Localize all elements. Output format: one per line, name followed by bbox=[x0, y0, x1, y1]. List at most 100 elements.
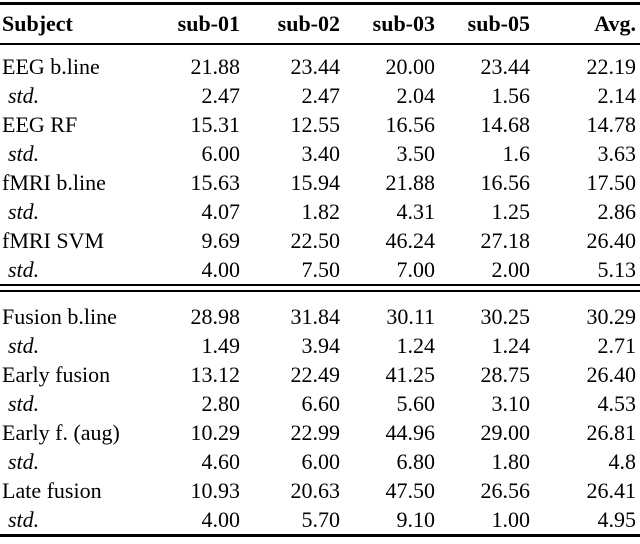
value-cell: 16.56 bbox=[385, 111, 436, 137]
value-cell: 2.00 bbox=[491, 256, 531, 282]
row-label: std. bbox=[8, 506, 40, 532]
value-cell: 29.00 bbox=[480, 419, 531, 445]
table-header: Subject sub-01 sub-02 sub-03 sub-05 Avg. bbox=[0, 3, 640, 45]
value-cell: 26.40 bbox=[586, 227, 637, 253]
row-label: Fusion b.line bbox=[2, 303, 117, 329]
value-cell: 2.47 bbox=[201, 82, 241, 108]
method-row: EEG b.line 21.88 23.44 20.00 23.44 22.19 bbox=[0, 44, 640, 81]
value-cell: 6.00 bbox=[301, 448, 341, 474]
value-cell: 28.75 bbox=[480, 361, 531, 387]
value-cell: 1.82 bbox=[301, 198, 341, 224]
value-cell: 1.6 bbox=[502, 140, 531, 166]
value-cell: 4.31 bbox=[396, 198, 436, 224]
value-cell: 3.50 bbox=[396, 140, 436, 166]
value-cell: 44.96 bbox=[385, 419, 436, 445]
std-row: std. 1.49 3.94 1.24 1.24 2.71 bbox=[0, 331, 640, 360]
row-label: fMRI b.line bbox=[2, 169, 106, 195]
value-cell: 27.18 bbox=[480, 227, 531, 253]
value-cell: 1.80 bbox=[491, 448, 531, 474]
value-cell: 4.00 bbox=[201, 506, 241, 532]
divider-row bbox=[0, 284, 640, 292]
value-cell: 2.80 bbox=[201, 390, 241, 416]
value-cell: 2.71 bbox=[597, 332, 637, 358]
value-cell: 9.69 bbox=[201, 227, 241, 253]
row-label: std. bbox=[8, 82, 40, 108]
column-header-sub-01: sub-01 bbox=[142, 3, 240, 45]
value-cell: 4.00 bbox=[201, 256, 241, 282]
value-cell: 6.80 bbox=[396, 448, 436, 474]
value-cell: 30.25 bbox=[480, 303, 531, 329]
value-cell: 22.99 bbox=[290, 419, 341, 445]
value-cell: 16.56 bbox=[480, 169, 531, 195]
value-cell: 1.25 bbox=[491, 198, 531, 224]
method-row: Early fusion 13.12 22.49 41.25 28.75 26.40 bbox=[0, 360, 640, 389]
value-cell: 26.81 bbox=[586, 419, 637, 445]
method-row: Early f. (aug) 10.29 22.99 44.96 29.00 26.81 bbox=[0, 418, 640, 447]
value-cell: 10.29 bbox=[190, 419, 241, 445]
column-header-subject: Subject bbox=[0, 3, 142, 45]
row-label: std. bbox=[8, 140, 40, 166]
value-cell: 30.29 bbox=[586, 303, 637, 329]
value-cell: 6.00 bbox=[201, 140, 241, 166]
value-cell: 30.11 bbox=[386, 303, 435, 329]
value-cell: 28.98 bbox=[190, 303, 241, 329]
value-cell: 3.40 bbox=[301, 140, 341, 166]
value-cell: 26.41 bbox=[586, 477, 637, 503]
value-cell: 31.84 bbox=[290, 303, 341, 329]
row-label: EEG b.line bbox=[2, 53, 100, 79]
row-label: Late fusion bbox=[2, 477, 102, 503]
value-cell: 9.10 bbox=[396, 506, 436, 532]
value-cell: 15.31 bbox=[190, 111, 241, 137]
value-cell: 4.8 bbox=[608, 448, 637, 474]
row-label: std. bbox=[8, 390, 40, 416]
column-header-avg: Avg. bbox=[530, 3, 640, 45]
value-cell: 5.70 bbox=[301, 506, 341, 532]
row-label: std. bbox=[8, 332, 40, 358]
row-label: Early f. (aug) bbox=[2, 419, 120, 445]
value-cell: 20.63 bbox=[290, 477, 341, 503]
value-cell: 17.50 bbox=[586, 169, 637, 195]
method-row: Fusion b.line 28.98 31.84 30.11 30.25 30.29 bbox=[0, 291, 640, 331]
method-row: fMRI b.line 15.63 15.94 21.88 16.56 17.50 bbox=[0, 168, 640, 197]
value-cell: 22.19 bbox=[586, 53, 637, 79]
method-row: fMRI SVM 9.69 22.50 46.24 27.18 26.40 bbox=[0, 226, 640, 255]
value-cell: 46.24 bbox=[385, 227, 436, 253]
row-label: std. bbox=[8, 198, 40, 224]
value-cell: 1.49 bbox=[201, 332, 241, 358]
value-cell: 6.60 bbox=[301, 390, 341, 416]
value-cell: 23.44 bbox=[290, 53, 341, 79]
row-label: EEG RF bbox=[2, 111, 78, 137]
std-row: std. 4.00 5.70 9.10 1.00 4.95 bbox=[0, 505, 640, 536]
value-cell: 2.04 bbox=[396, 82, 436, 108]
value-cell: 5.60 bbox=[396, 390, 436, 416]
row-label: std. bbox=[8, 448, 40, 474]
std-row: std. 2.47 2.47 2.04 1.56 2.14 bbox=[0, 81, 640, 110]
value-cell: 15.94 bbox=[290, 169, 341, 195]
row-label: Early fusion bbox=[2, 361, 111, 387]
value-cell: 1.24 bbox=[396, 332, 436, 358]
value-cell: 3.63 bbox=[597, 140, 637, 166]
value-cell: 47.50 bbox=[385, 477, 436, 503]
std-row: std. 6.00 3.40 3.50 1.6 3.63 bbox=[0, 139, 640, 168]
std-row: std. 4.60 6.00 6.80 1.80 4.8 bbox=[0, 447, 640, 476]
table-section-1: EEG b.line 21.88 23.44 20.00 23.44 22.19 std. 2… bbox=[0, 44, 640, 285]
std-row: std. 2.80 6.60 5.60 3.10 4.53 bbox=[0, 389, 640, 418]
std-row: std. 4.07 1.82 4.31 1.25 2.86 bbox=[0, 197, 640, 226]
value-cell: 13.12 bbox=[190, 361, 241, 387]
value-cell: 4.53 bbox=[597, 390, 637, 416]
value-cell: 14.78 bbox=[586, 111, 637, 137]
column-header-sub-03: sub-03 bbox=[340, 3, 435, 45]
value-cell: 2.47 bbox=[301, 82, 341, 108]
value-cell: 1.56 bbox=[491, 82, 531, 108]
value-cell: 26.40 bbox=[586, 361, 637, 387]
table-header-row: Subject sub-01 sub-02 sub-03 sub-05 Avg. bbox=[0, 3, 640, 45]
value-cell: 5.13 bbox=[597, 256, 637, 282]
column-header-sub-05: sub-05 bbox=[435, 3, 530, 45]
divider-rule bbox=[0, 284, 640, 292]
value-cell: 4.95 bbox=[597, 506, 637, 532]
value-cell: 4.07 bbox=[201, 198, 241, 224]
value-cell: 20.00 bbox=[385, 53, 436, 79]
value-cell: 14.68 bbox=[480, 111, 531, 137]
value-cell: 22.49 bbox=[290, 361, 341, 387]
